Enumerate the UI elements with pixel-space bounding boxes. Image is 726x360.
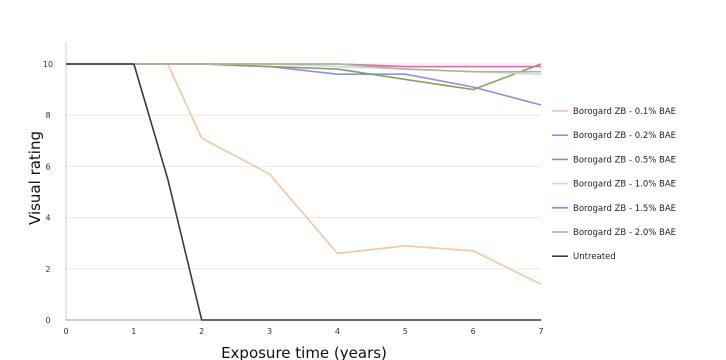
series-line-2 bbox=[66, 63, 542, 106]
y-tick-labels: 0 2 4 6 8 10 bbox=[43, 60, 53, 325]
series-line-6 bbox=[66, 63, 541, 73]
legend-label: Borogard ZB - 1.0% BAE bbox=[573, 180, 676, 190]
series-line-1 bbox=[66, 63, 542, 285]
grid-lines bbox=[66, 63, 541, 270]
x-tick-label: 2 bbox=[199, 327, 204, 336]
y-tick-label: 8 bbox=[45, 111, 50, 120]
legend-label: Borogard ZB - 0.1% BAE bbox=[573, 107, 676, 117]
x-tick-label: 0 bbox=[63, 327, 68, 336]
x-tick-label: 3 bbox=[267, 327, 272, 336]
x-axis-label: Exposure time (years) bbox=[221, 344, 387, 360]
x-tick-label: 4 bbox=[335, 327, 340, 336]
legend-item: Borogard ZB - 0.2% BAE bbox=[552, 131, 676, 141]
series-lines bbox=[66, 63, 542, 321]
legend-label: Untreated bbox=[573, 252, 616, 262]
x-tick-label: 7 bbox=[538, 327, 543, 336]
legend-item: Untreated bbox=[552, 252, 616, 262]
x-tick-labels: 0 1 2 3 4 5 6 7 bbox=[63, 327, 543, 336]
x-tick-label: 5 bbox=[403, 327, 408, 336]
y-axis-label: Visual rating bbox=[26, 131, 44, 225]
legend-item: Borogard ZB - 0.5% BAE bbox=[552, 155, 676, 165]
y-tick-label: 0 bbox=[45, 316, 50, 325]
legend-item: Borogard ZB - 0.1% BAE bbox=[552, 107, 676, 117]
legend-label: Borogard ZB - 1.5% BAE bbox=[573, 204, 676, 214]
legend: Borogard ZB - 0.1% BAE Borogard ZB - 0.2%… bbox=[552, 107, 676, 262]
axes bbox=[65, 42, 541, 321]
y-tick-label: 4 bbox=[45, 214, 50, 223]
legend-item: Borogard ZB - 1.5% BAE bbox=[552, 204, 676, 214]
legend-item: Borogard ZB - 2.0% BAE bbox=[552, 228, 676, 238]
legend-label: Borogard ZB - 2.0% BAE bbox=[573, 228, 676, 238]
y-tick-label: 10 bbox=[43, 60, 53, 69]
series-line-7 bbox=[66, 63, 541, 321]
y-tick-label: 2 bbox=[45, 265, 50, 274]
legend-label: Borogard ZB - 0.2% BAE bbox=[573, 131, 676, 141]
x-tick-label: 6 bbox=[471, 327, 476, 336]
legend-item: Borogard ZB - 1.0% BAE bbox=[552, 180, 676, 190]
legend-label: Borogard ZB - 0.5% BAE bbox=[573, 155, 676, 165]
x-tick-label: 1 bbox=[131, 327, 136, 336]
y-tick-label: 6 bbox=[45, 162, 50, 171]
